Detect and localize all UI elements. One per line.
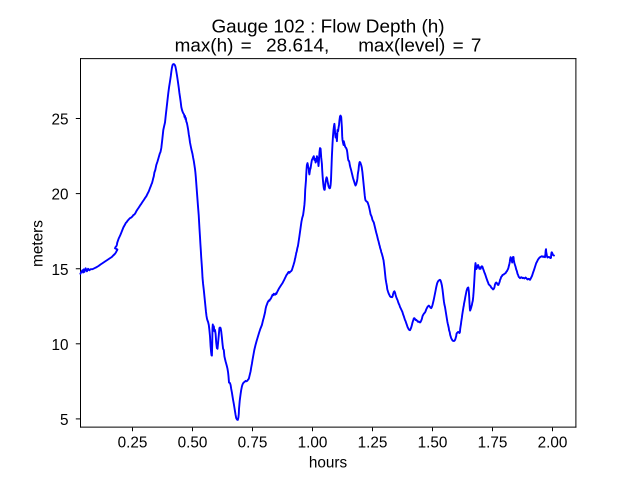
svg-text:meters: meters [30,220,47,267]
svg-text:15: 15 [51,262,68,279]
svg-text:20: 20 [51,187,68,204]
svg-text:2.00: 2.00 [538,435,568,452]
svg-text:Gauge 102 : Flow Depth (h): Gauge 102 : Flow Depth (h) [211,17,444,38]
svg-text:1.75: 1.75 [478,435,508,452]
svg-text:1.00: 1.00 [298,435,328,452]
svg-text:25: 25 [51,112,68,129]
svg-text:1.25: 1.25 [358,435,388,452]
svg-text:max(h) = 28.614, max(level: max(h) = 28.614, max(level) = 7 [175,36,482,57]
svg-text:1.50: 1.50 [418,435,448,452]
svg-text:0.75: 0.75 [238,435,268,452]
svg-text:0.25: 0.25 [118,435,148,452]
svg-text:10: 10 [51,337,68,354]
svg-text:hours: hours [309,455,348,472]
svg-text:5: 5 [60,412,69,429]
svg-text:0.50: 0.50 [178,435,208,452]
